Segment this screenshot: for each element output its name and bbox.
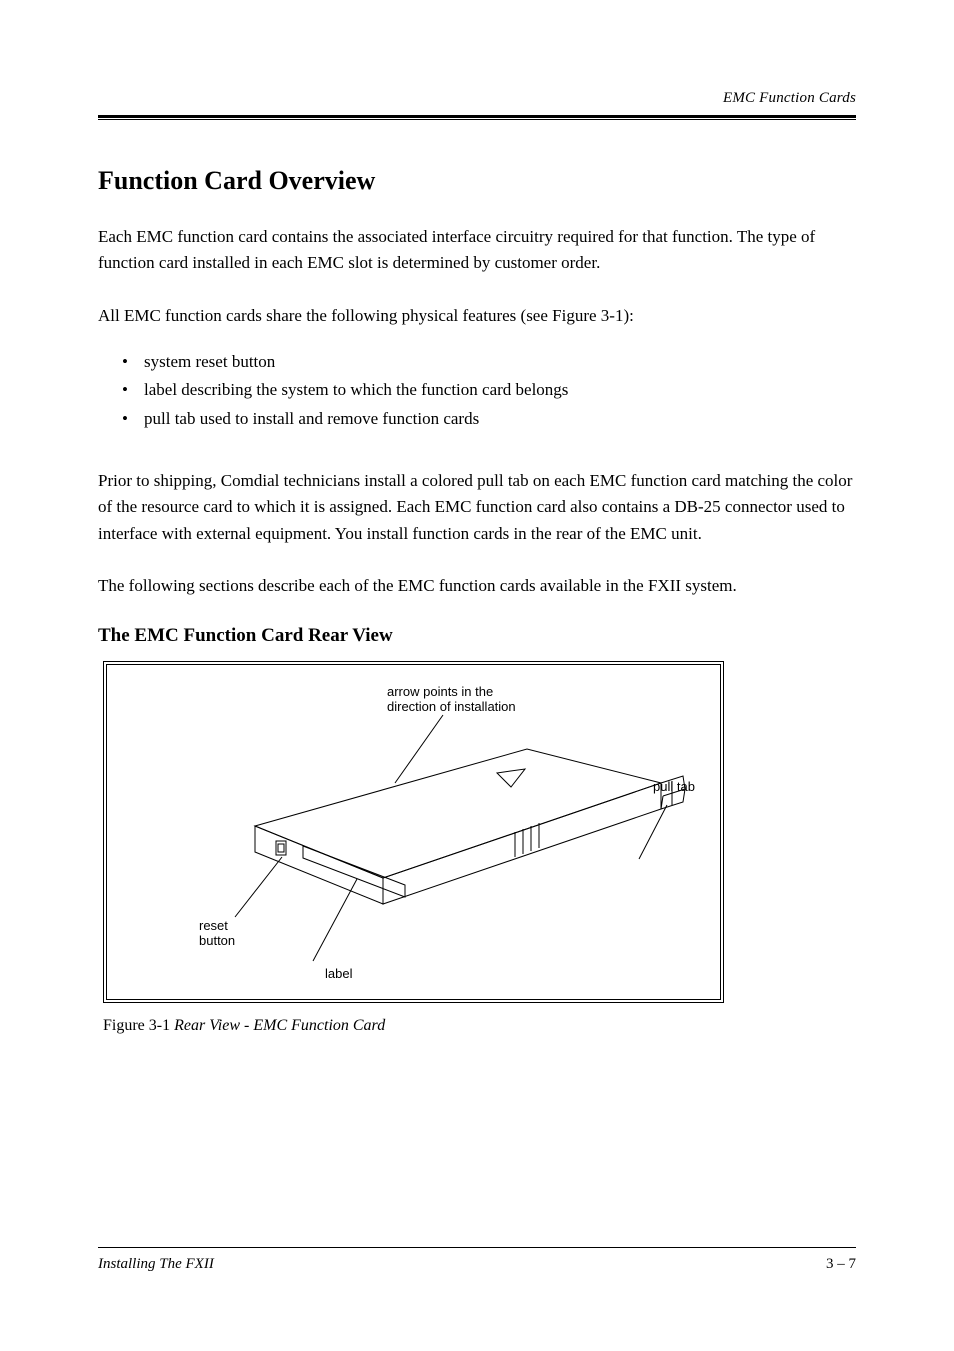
body-text: Each EMC function card contains the asso… <box>98 224 856 599</box>
list-item: label describing the system to which the… <box>98 377 856 403</box>
function-card-diagram <box>107 665 720 999</box>
paragraph: All EMC function cards share the followi… <box>98 303 856 329</box>
caption-title: Rear View - EMC Function Card <box>174 1017 385 1034</box>
paragraph: Each EMC function card contains the asso… <box>98 224 856 277</box>
list-item: system reset button <box>98 349 856 375</box>
caption-label: Figure 3-1 <box>103 1017 174 1034</box>
page: EMC Function Cards Function Card Overvie… <box>0 0 954 1351</box>
list-item: pull tab used to install and remove func… <box>98 406 856 432</box>
header-rule <box>98 115 856 120</box>
section-title: Function Card Overview <box>98 166 856 196</box>
figure-frame: arrow points in the direction of install… <box>103 661 724 1003</box>
footer-right: 3 – 7 <box>826 1256 856 1273</box>
bullet-list: system reset button label describing the… <box>98 349 856 432</box>
subsection-title: The EMC Function Card Rear View <box>98 625 856 647</box>
footer-rule <box>98 1247 856 1248</box>
paragraph: Prior to shipping, Comdial technicians i… <box>98 468 856 547</box>
footer-left: Installing The FXII <box>98 1256 214 1273</box>
figure-caption: Figure 3-1 Rear View - EMC Function Card <box>103 1017 856 1035</box>
page-footer: Installing The FXII 3 – 7 <box>98 1247 856 1273</box>
running-head: EMC Function Cards <box>98 90 856 107</box>
paragraph: The following sections describe each of … <box>98 573 856 599</box>
